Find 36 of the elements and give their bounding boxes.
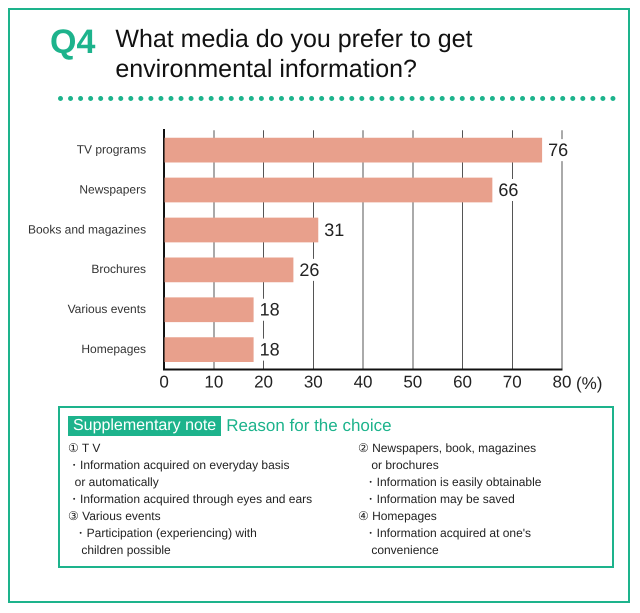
y-tick-label: Brochures — [91, 262, 146, 276]
chart-subtitle: What media do you prefer to get environmental information? — [115, 24, 474, 84]
x-tick-label: 10 — [204, 372, 224, 392]
text: ② Newspapers, book, magazines or brochures ・Information is easily obtainable ・Information may be saved — [358, 440, 542, 508]
x-tick-label: 70 — [502, 372, 522, 392]
x-tick-label: 0 — [159, 372, 169, 392]
bar — [164, 337, 254, 362]
data-label: 76 — [548, 140, 568, 160]
x-tick-label: 40 — [354, 372, 372, 392]
x-axis-title: (%) — [576, 374, 602, 393]
data-label: 18 — [260, 300, 280, 320]
data-label: 66 — [498, 180, 518, 200]
y-tick-label: Newspapers — [79, 182, 146, 196]
data-label: 18 — [260, 340, 280, 360]
y-tick-label: Homepages — [81, 342, 146, 356]
y-tick-label: Various events — [68, 302, 146, 316]
y-tick-label: TV programs — [76, 142, 146, 156]
x-tick-label: 50 — [403, 372, 422, 392]
text: ④ Homepages ・Information acquired at one's convenience — [358, 508, 532, 559]
data-label: 31 — [324, 220, 344, 240]
x-tick-label: 20 — [254, 372, 274, 392]
x-tick-label: 60 — [453, 372, 472, 392]
bar — [164, 138, 542, 163]
bar — [164, 218, 318, 242]
bar — [164, 297, 254, 322]
bar — [164, 257, 294, 282]
text: Supplementary note — [68, 416, 222, 436]
chart-title: Q4 — [50, 23, 96, 61]
bar — [164, 178, 492, 202]
data-label: 26 — [299, 260, 320, 280]
text: ③ Various events ・Participation (experiencing) with children possible — [68, 508, 258, 559]
y-tick-label: Books and magazines — [28, 222, 146, 236]
x-tick-label: 30 — [304, 372, 323, 392]
x-tick-label: 80 — [552, 372, 572, 392]
text: Reason for the choice — [226, 416, 392, 436]
text: ① T V ・Information acquired on everyday basis or automatically ・Information acquired through eyes and ears — [68, 440, 314, 508]
